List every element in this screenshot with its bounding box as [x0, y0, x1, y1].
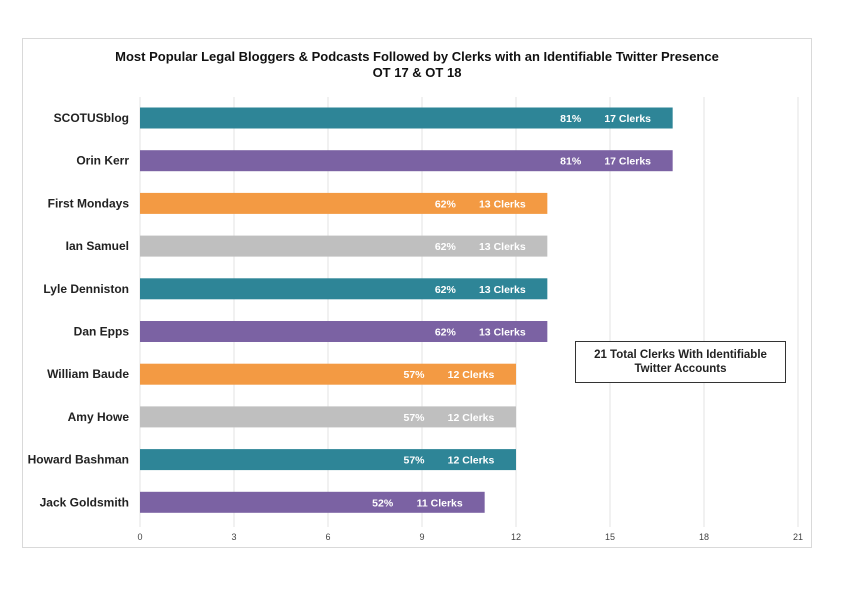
x-tick-label: 21 [793, 532, 803, 542]
category-label: Howard Bashman [28, 453, 129, 467]
category-label: William Baude [47, 367, 129, 381]
bar [140, 449, 516, 471]
annotation-box: 21 Total Clerks With Identifiable Twitte… [575, 341, 786, 383]
count-label: 12 Clerks [448, 369, 495, 381]
x-tick-label: 18 [699, 532, 709, 542]
annotation-line-2: Twitter Accounts [634, 363, 727, 375]
count-label: 12 Clerks [448, 455, 495, 467]
percent-label: 62% [435, 284, 457, 296]
count-label: 17 Clerks [604, 113, 651, 125]
bar [140, 491, 485, 513]
category-label: Lyle Denniston [43, 282, 129, 296]
percent-label: 57% [403, 369, 425, 381]
bar [140, 363, 516, 385]
percent-label: 81% [560, 156, 582, 168]
percent-label: 62% [435, 198, 457, 210]
percent-label: 52% [372, 497, 394, 509]
category-label: Orin Kerr [76, 154, 129, 168]
count-label: 13 Clerks [479, 284, 526, 296]
bar-chart: 0 3 6 9 12 15 18 21 SCOTUSblog 17 Clerks 81% Orin K… [28, 97, 803, 542]
chart-title-line-2: OT 17 & OT 18 [372, 65, 462, 80]
category-label: Jack Goldsmith [40, 495, 129, 509]
x-tick-label: 0 [137, 532, 142, 542]
bar [140, 278, 548, 300]
x-tick-label: 9 [419, 532, 424, 542]
percent-label: 81% [560, 113, 582, 125]
count-label: 11 Clerks [417, 497, 463, 509]
x-tick-label: 3 [231, 532, 236, 542]
percent-label: 62% [435, 241, 457, 253]
annotation-line-1: 21 Total Clerks With Identifiable [594, 349, 767, 361]
percent-label: 57% [403, 455, 425, 467]
count-label: 17 Clerks [604, 156, 651, 168]
bar [140, 150, 673, 172]
bar [140, 235, 548, 257]
chart-title: Most Popular Legal Bloggers & Podcasts F… [23, 49, 811, 81]
chart-title-line-1: Most Popular Legal Bloggers & Podcasts F… [115, 49, 719, 64]
count-label: 13 Clerks [479, 198, 526, 210]
category-label: Dan Epps [74, 325, 130, 339]
category-label: Ian Samuel [66, 239, 129, 253]
chart-frame: Most Popular Legal Bloggers & Podcasts F… [22, 38, 812, 548]
category-label: SCOTUSblog [54, 111, 129, 125]
bar [140, 406, 516, 428]
count-label: 12 Clerks [448, 412, 495, 424]
count-label: 13 Clerks [479, 241, 526, 253]
percent-label: 57% [403, 412, 425, 424]
percent-label: 62% [435, 327, 457, 339]
x-tick-label: 15 [605, 532, 615, 542]
x-tick-label: 6 [325, 532, 330, 542]
x-tick-label: 12 [511, 532, 521, 542]
bar [140, 192, 548, 214]
bar [140, 107, 673, 129]
category-label: First Mondays [48, 196, 130, 210]
count-label: 13 Clerks [479, 327, 526, 339]
category-label: Amy Howe [68, 410, 130, 424]
bar [140, 321, 548, 342]
